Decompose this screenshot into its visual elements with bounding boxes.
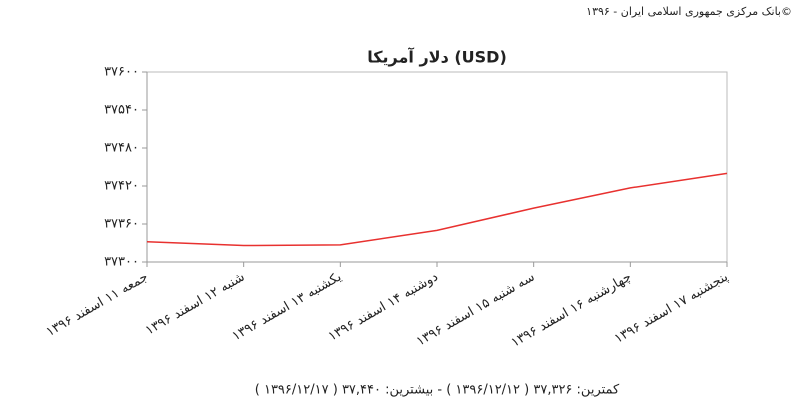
y-tick-label: ۳۷۴۲۰ <box>104 179 139 194</box>
footer: کمترین: ۳۷,۳۲۶ ( ۱۳۹۶/۱۲/۱۲ ) - بیشترین:… <box>255 383 620 398</box>
x-tick-label: شنبه ۱۲ اسفند ۱۳۹۶ <box>143 270 247 339</box>
y-tick-label: ۳۷۵۴۰ <box>104 103 139 118</box>
chart-title: دلار آمریکا (USD) <box>367 47 507 67</box>
line <box>146 172 728 247</box>
y-tick-label: ۳۷۴۸۰ <box>104 141 139 156</box>
x-tick-label: جمعه ۱۱ اسفند ۱۳۹۶ <box>44 270 151 340</box>
y-tick-label: ۳۷۶۰۰ <box>104 65 139 80</box>
y-tick-label: ۳۷۳۶۰ <box>104 217 139 232</box>
copyright: بانک مرکزی جمهوری اسلامی ایران - ۱۳۹۶© <box>586 5 792 18</box>
plot-area <box>146 71 728 263</box>
y-tick-label: ۳۷۳۰۰ <box>104 255 139 270</box>
